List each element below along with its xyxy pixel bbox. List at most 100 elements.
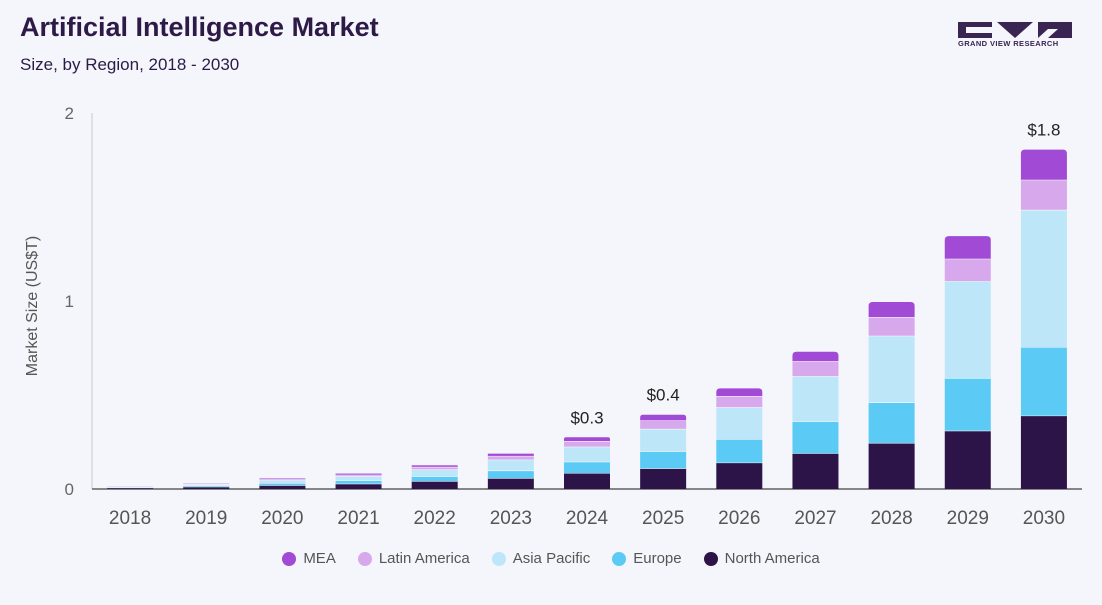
legend-item[interactable]: Europe [612,550,682,567]
bar-segment [411,481,458,489]
bar-segment [259,480,306,483]
bar-segment [487,453,534,456]
bar-segment [640,428,687,452]
bar-segment [640,451,687,469]
bar-segment [487,459,534,471]
legend-swatch [491,551,506,566]
bar-segment [564,461,610,474]
legend-swatch [282,551,297,566]
logo-text: GRAND VIEW RESEARCH [958,39,1059,48]
bar-segment [716,395,763,408]
bar-segment [944,378,991,431]
bar-segment [564,437,610,442]
y-tick-label: 1 [65,292,74,311]
bar-segment [335,474,382,477]
bar-segment [259,478,306,480]
bar-segment [640,468,687,489]
x-tick-label: 2024 [566,508,609,529]
bar-segment [716,407,763,440]
bar-segment [564,441,610,447]
bar-segment [944,281,991,379]
stacked-bar-chart: 0 1 2 Market Size (US$T) 2018 2019 2020 2021 202… [24,104,1082,529]
bar-segment [259,485,306,489]
bar-segment [107,487,154,489]
chart-title: Artificial Intelligence Market [20,12,379,42]
x-tick-label: 2025 [642,508,684,529]
bar-segment [716,439,763,463]
bar-segment [1020,347,1067,416]
bar-segment [335,480,382,484]
legend-label: North America [724,550,820,567]
data-label: $0.4 [647,386,680,405]
x-tick-label: 2030 [1023,508,1065,529]
legend-item[interactable]: MEA [282,550,336,567]
x-tick-label: 2019 [185,508,227,529]
grand-view-research-logo [958,22,1072,38]
bar-segment [487,455,534,460]
legend-label: MEA [303,550,336,567]
bar-segment [944,236,991,259]
x-tick-label: 2027 [794,508,836,529]
legend-item[interactable]: North America [703,550,820,567]
bar-segment [868,301,915,317]
legend-swatch [357,551,372,566]
bar-segment [868,316,915,336]
bar-segment [792,453,839,489]
legend-label: Latin America [378,550,470,567]
bar-segment [1020,415,1067,489]
bar-segment [944,430,991,489]
x-tick-label: 2022 [414,508,456,529]
y-axis-label: Market Size (US$T) [24,236,41,376]
chart-legend: MEA Latin America Asia Pacific Europe North … [0,550,1102,567]
x-tick-label: 2026 [718,508,760,529]
bar-segment [792,421,839,454]
bar-segment [716,388,763,396]
bar-segment [335,473,382,475]
bar-segment [411,469,458,477]
bar-segment [564,473,610,489]
bar-segment [259,479,306,481]
bar-segment [640,420,687,429]
bar-segment [1020,209,1067,348]
bar-segment [411,465,458,467]
bar-segment [487,478,534,489]
bar-segment [868,402,915,443]
bar-segment [944,258,991,282]
bar-segment [1020,149,1067,180]
bar-segment [487,470,534,479]
bar-segment [640,414,687,421]
legend-label: Europe [633,550,682,567]
bar-segment [183,486,230,489]
y-tick-label: 0 [65,480,74,499]
chart-subtitle: Size, by Region, 2018 - 2030 [20,55,240,74]
bar-segment [411,466,458,470]
bar-segment [868,335,915,403]
bar-segment [792,361,839,377]
bar-segment [411,476,458,482]
bar-segment [259,482,306,486]
x-tick-label: 2018 [109,508,151,529]
bar-segment [335,483,382,489]
data-label: $0.3 [570,408,603,427]
legend-item[interactable]: Latin America [357,550,470,567]
bar-segment [716,462,763,489]
data-label: $1.8 [1027,121,1060,140]
bar-segment [792,376,839,422]
bar-segment [792,351,839,362]
bar-segment [1020,179,1067,210]
bar-segment [868,442,915,489]
x-tick-label: 2021 [337,508,379,529]
x-tick-label: 2028 [870,508,912,529]
bar-segment [335,476,382,481]
bar-segment [183,485,230,487]
y-tick-label: 2 [65,104,74,123]
legend-swatch [612,551,627,566]
x-tick-label: 2023 [490,508,532,529]
bar-segment [183,484,230,486]
legend-item[interactable]: Asia Pacific [491,550,591,567]
legend-swatch [703,551,718,566]
legend-label: Asia Pacific [512,550,591,567]
x-tick-label: 2029 [947,508,989,529]
bar-segment [564,446,610,462]
x-tick-label: 2020 [261,508,303,529]
